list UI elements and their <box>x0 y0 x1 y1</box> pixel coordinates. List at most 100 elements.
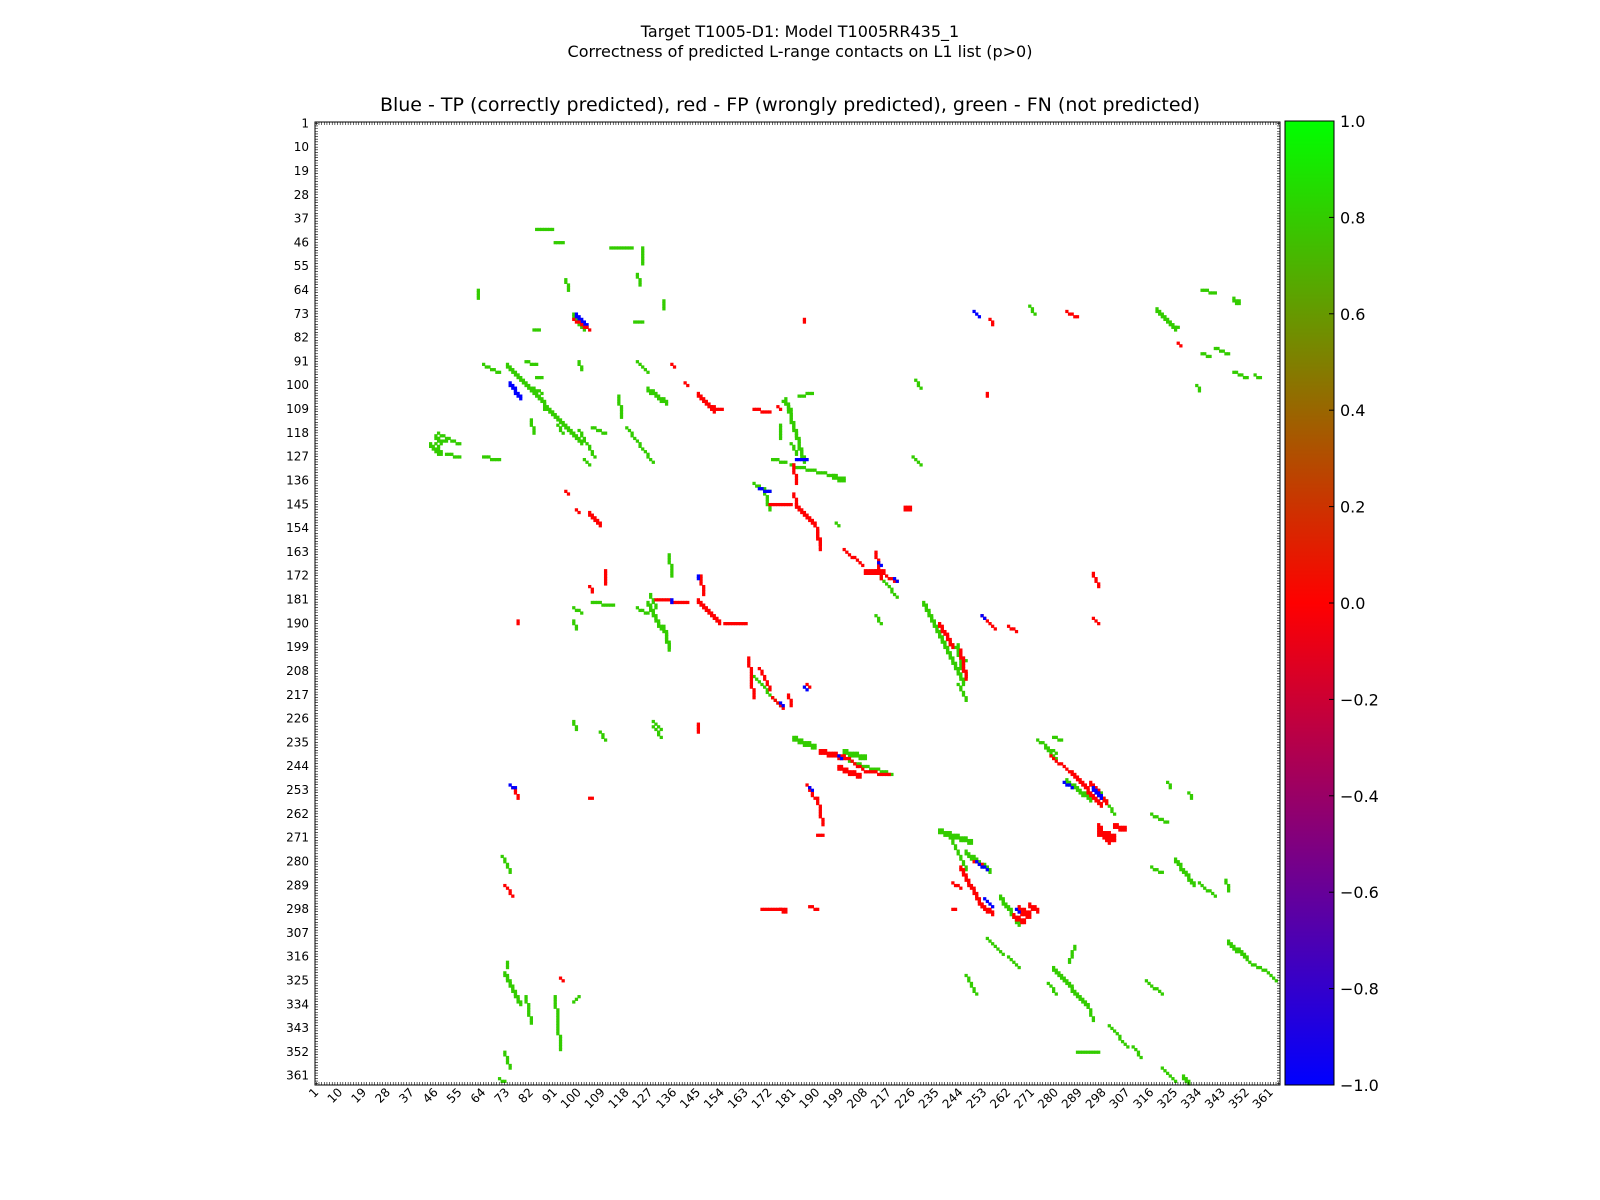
contact-cell <box>582 439 587 443</box>
contact-cell <box>961 868 966 872</box>
contact-cell <box>1245 955 1249 959</box>
contact-cell <box>505 963 510 967</box>
contact-cell <box>768 508 772 512</box>
contact-cell <box>542 399 547 404</box>
contact-cell <box>508 783 512 787</box>
x-tick-label: 64 <box>468 1085 489 1106</box>
contact-cell <box>1158 817 1162 822</box>
contact-cell <box>961 682 966 687</box>
contact-cell <box>580 442 584 446</box>
contact-cell <box>436 439 441 443</box>
contact-cell <box>513 373 518 377</box>
contact-cell <box>1234 299 1239 303</box>
x-tick-label: 91 <box>539 1085 560 1106</box>
contact-fp-122 <box>588 510 602 528</box>
contact-cell <box>1107 833 1111 837</box>
contact-cell <box>553 241 557 245</box>
contact-cell <box>1126 1045 1130 1049</box>
x-tick-label: 271 <box>1011 1085 1037 1111</box>
contact-cell <box>1054 751 1058 755</box>
contact-cell <box>667 558 671 562</box>
contact-cell <box>550 413 555 417</box>
contact-cell <box>951 656 955 660</box>
contact-cell <box>619 413 624 417</box>
contact-cell <box>948 640 952 644</box>
contact-cell <box>664 635 669 639</box>
contact-cell <box>969 857 974 861</box>
contact-cell <box>651 391 655 396</box>
contact-cell <box>951 645 955 650</box>
contact-cell <box>1033 907 1037 911</box>
contact-cell <box>908 505 913 509</box>
contact-cell <box>574 508 579 512</box>
contact-cell <box>508 984 512 988</box>
contact-cell <box>670 362 674 366</box>
contact-cell <box>948 836 952 840</box>
contact-cell <box>879 770 883 774</box>
contact-cell <box>529 386 533 390</box>
contact-cell <box>524 360 528 364</box>
contact-fn-30 <box>617 394 624 419</box>
contact-cell <box>664 632 669 636</box>
x-tick-label: 118 <box>606 1085 632 1111</box>
contact-cell <box>1205 354 1210 359</box>
contact-cell <box>778 407 783 411</box>
contact-cell <box>914 457 918 462</box>
y-tick-label: 55 <box>294 259 309 273</box>
contact-cell <box>1274 979 1278 983</box>
contact-cell <box>794 434 799 438</box>
contact-cell <box>776 457 780 462</box>
contact-cell <box>651 725 655 729</box>
contact-cell <box>434 442 438 446</box>
contact-cell <box>447 436 451 441</box>
contact-cell <box>598 600 602 605</box>
contact-fn-100 <box>1067 944 1077 964</box>
contact-cell <box>1099 825 1103 829</box>
contact-cell <box>985 899 989 904</box>
contact-cell <box>1012 960 1016 964</box>
contact-fp-188 <box>558 976 565 983</box>
x-tick-label: 298 <box>1083 1085 1109 1111</box>
contact-cell <box>1264 968 1268 972</box>
contact-fp-156 <box>837 764 862 779</box>
contact-cell <box>794 452 799 456</box>
contact-cell <box>619 405 624 409</box>
contact-cell <box>662 397 666 401</box>
contact-fn-72 <box>1155 307 1178 332</box>
contact-fn-27 <box>577 428 597 459</box>
contact-cell <box>1155 307 1159 311</box>
contact-cell <box>805 513 809 517</box>
contact-cell <box>744 622 748 626</box>
contact-cell <box>513 389 518 393</box>
contact-fn-17 <box>633 320 645 324</box>
contact-cell <box>1091 1018 1096 1023</box>
contact-cell <box>943 632 947 636</box>
contact-cell <box>574 434 579 438</box>
contact-cell <box>837 767 841 771</box>
contact-cell <box>816 529 820 533</box>
contact-cell <box>1107 804 1111 808</box>
contact-cell <box>704 399 708 404</box>
contact-cell <box>802 465 807 470</box>
contact-cell <box>794 473 799 478</box>
contact-cell <box>649 595 653 599</box>
contact-cell <box>877 772 881 777</box>
contact-cell <box>768 693 772 697</box>
contact-cell <box>906 508 910 512</box>
contact-cell <box>670 600 674 605</box>
contact-cell <box>831 476 836 480</box>
contact-cell <box>776 502 780 507</box>
contact-fn-58 <box>834 521 841 528</box>
contact-cell <box>961 690 966 695</box>
contact-cell <box>1099 801 1103 806</box>
contact-cell <box>556 1018 560 1023</box>
contact-cell <box>1094 619 1098 623</box>
contact-cell <box>821 749 825 753</box>
contact-cell <box>699 574 703 578</box>
contact-fn-88 <box>1269 973 1278 983</box>
contact-cell <box>863 571 868 575</box>
contact-cell <box>503 857 507 861</box>
contact-cell <box>757 666 761 671</box>
y-tick-label: 289 <box>286 878 309 892</box>
contact-cell <box>598 521 602 525</box>
